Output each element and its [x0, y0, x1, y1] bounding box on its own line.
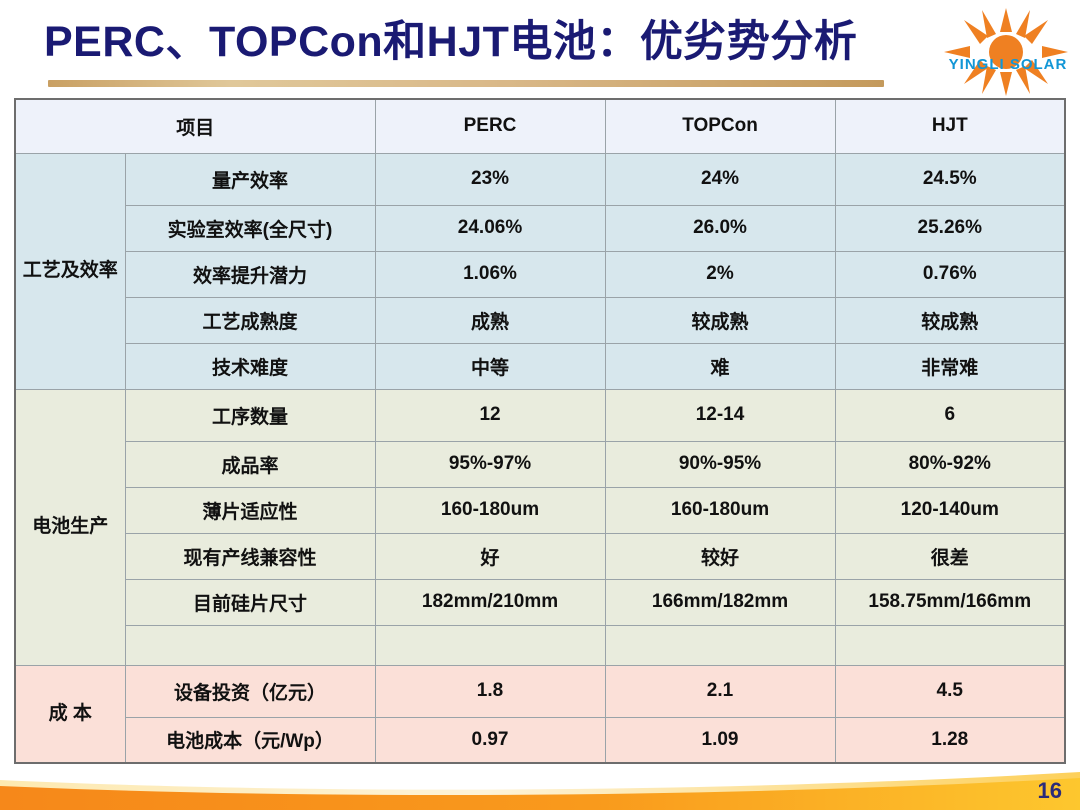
value-cell: 120-140um: [834, 486, 1066, 534]
value-cell: 1.28: [834, 716, 1066, 764]
header-cell-item: 项目: [14, 98, 376, 154]
yingli-solar-logo: YINGLI SOLAR: [940, 6, 1072, 98]
value-cell: 较成熟: [604, 296, 836, 344]
value-cell: 0.76%: [834, 250, 1066, 298]
title-underline-rule: [48, 80, 884, 87]
row-label-cell: 成品率: [124, 440, 376, 488]
table-header-row: 项目 PERC TOPCon HJT: [14, 98, 1066, 154]
value-cell: 难: [604, 342, 836, 390]
value-cell: 24.06%: [374, 204, 606, 252]
value-cell: 1.8: [374, 664, 606, 718]
value-cell: 4.5: [834, 664, 1066, 718]
table-row: 成品率 95%-97% 90%-95% 80%-92%: [15, 440, 1066, 488]
header-cell-1: PERC: [374, 98, 606, 154]
band-shape: [0, 772, 1080, 810]
row-label-cell: 目前硅片尺寸: [124, 578, 376, 626]
value-cell: 160-180um: [604, 486, 836, 534]
value-cell: 中等: [374, 342, 606, 390]
table-row: 工艺及效率 量产效率 23% 24% 24.5%: [14, 152, 1066, 390]
row-label-cell: 实验室效率(全尺寸): [124, 204, 376, 252]
value-cell: 好: [374, 532, 606, 580]
value-cell: 较好: [604, 532, 836, 580]
value-cell: 23%: [374, 152, 606, 206]
value-cell: [374, 624, 606, 666]
value-cell: 2%: [604, 250, 836, 298]
value-cell: 166mm/182mm: [604, 578, 836, 626]
value-cell: 182mm/210mm: [374, 578, 606, 626]
bottom-decorative-band: 16: [0, 758, 1080, 810]
value-cell: 非常难: [834, 342, 1066, 390]
sun-icon: [944, 8, 1068, 96]
table-row: 工艺成熟度 成熟 较成熟 较成熟: [15, 296, 1066, 344]
value-cell: 1.09: [604, 716, 836, 764]
table-row: 电池成本（元/Wp） 0.97 1.09 1.28: [15, 716, 1066, 764]
value-cell: 158.75mm/166mm: [834, 578, 1066, 626]
row-label-cell: 量产效率: [124, 152, 376, 206]
table-row: 效率提升潜力 1.06% 2% 0.76%: [15, 250, 1066, 298]
value-cell: 26.0%: [604, 204, 836, 252]
value-cell: 12-14: [604, 388, 836, 442]
value-cell: 较成熟: [834, 296, 1066, 344]
value-cell: 160-180um: [374, 486, 606, 534]
table-row: 薄片适应性 160-180um 160-180um 120-140um: [15, 486, 1066, 534]
header-cell-2: TOPCon: [604, 98, 836, 154]
value-cell: [604, 624, 836, 666]
value-cell: 成熟: [374, 296, 606, 344]
value-cell: 很差: [834, 532, 1066, 580]
value-cell: 80%-92%: [834, 440, 1066, 488]
table-row: 目前硅片尺寸 182mm/210mm 166mm/182mm 158.75mm/166…: [15, 578, 1066, 626]
row-label-cell: 工序数量: [124, 388, 376, 442]
value-cell: 0.97: [374, 716, 606, 764]
value-cell: 24%: [604, 152, 836, 206]
group-label-cell: 电池生产: [14, 388, 126, 666]
row-label-cell: 技术难度: [124, 342, 376, 390]
table-row: [15, 624, 1066, 666]
value-cell: 12: [374, 388, 606, 442]
table-row: 技术难度 中等难非常难: [15, 342, 1066, 390]
row-label-cell: [124, 624, 376, 666]
table-row: 电池生产 工序数量 12 12-14 6: [14, 388, 1066, 666]
table-row: 现有产线兼容性好较好 很差: [15, 532, 1066, 580]
table-row: 成 本设备投资（亿元） 1.8 2.1 4.5: [14, 664, 1066, 764]
value-cell: 95%-97%: [374, 440, 606, 488]
row-label-cell: 工艺成熟度: [124, 296, 376, 344]
row-label-cell: 设备投资（亿元）: [124, 664, 376, 718]
header-cell-3: HJT: [834, 98, 1066, 154]
value-cell: 25.26%: [834, 204, 1066, 252]
table-body: 项目 PERC TOPCon HJT 工艺及效率 量产效率 23% 24% 24.5% 实验室效率…: [14, 98, 1066, 764]
title-block: PERC、TOPCon和HJT电池：优劣势分析: [0, 0, 1080, 92]
row-label-cell: 薄片适应性: [124, 486, 376, 534]
row-label-cell: 效率提升潜力: [124, 250, 376, 298]
page-number: 16: [1037, 778, 1062, 803]
value-cell: 90%-95%: [604, 440, 836, 488]
group-label-cell: 成 本: [14, 664, 126, 764]
comparison-table: 项目 PERC TOPCon HJT 工艺及效率 量产效率 23% 24% 24.5% 实验室效率…: [14, 98, 1067, 764]
value-cell: 2.1: [604, 664, 836, 718]
row-label-cell: 现有产线兼容性: [124, 532, 376, 580]
row-label-cell: 电池成本（元/Wp）: [124, 716, 376, 764]
table-row: 实验室效率(全尺寸) 24.06% 26.0% 25.26%: [15, 204, 1066, 252]
value-cell: 24.5%: [834, 152, 1066, 206]
value-cell: 1.06%: [374, 250, 606, 298]
value-cell: 6: [834, 388, 1066, 442]
value-cell: [834, 624, 1066, 666]
group-label-cell: 工艺及效率: [14, 152, 126, 390]
logo-wordmark: YINGLI SOLAR: [948, 56, 1068, 73]
page-title: PERC、TOPCon和HJT电池：优劣势分析: [44, 18, 858, 66]
